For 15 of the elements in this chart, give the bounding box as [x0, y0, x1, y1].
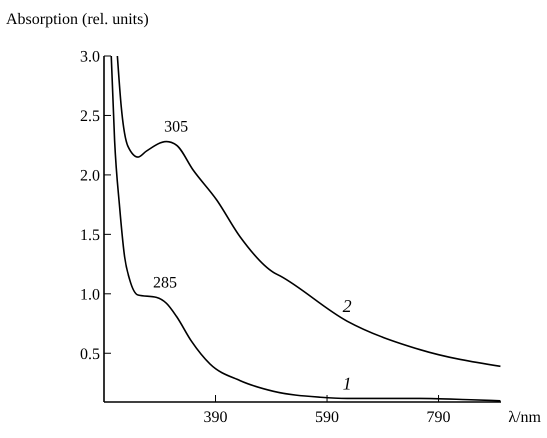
y-tick-label: 2.0	[80, 168, 100, 184]
x-tick-label: 390	[204, 409, 228, 426]
x-tick-label: 590	[315, 409, 340, 426]
annotation: 305	[164, 118, 188, 136]
y-tick-label: 3.0	[80, 48, 100, 66]
y-tick-label: 1.5	[80, 226, 100, 244]
x-axis-title: λ/nm	[508, 409, 542, 426]
x-tick-label: 790	[426, 409, 451, 426]
series-label: 2	[342, 296, 352, 316]
series-label: 1	[342, 373, 352, 394]
y-axis-title: Absorption (rel. units)	[6, 11, 149, 28]
y-tick-label: 1.0	[80, 286, 100, 304]
y-tick-label: 0.5	[80, 346, 100, 363]
annotation: 285	[152, 274, 177, 292]
y-tick-label: 2.5	[80, 108, 100, 126]
